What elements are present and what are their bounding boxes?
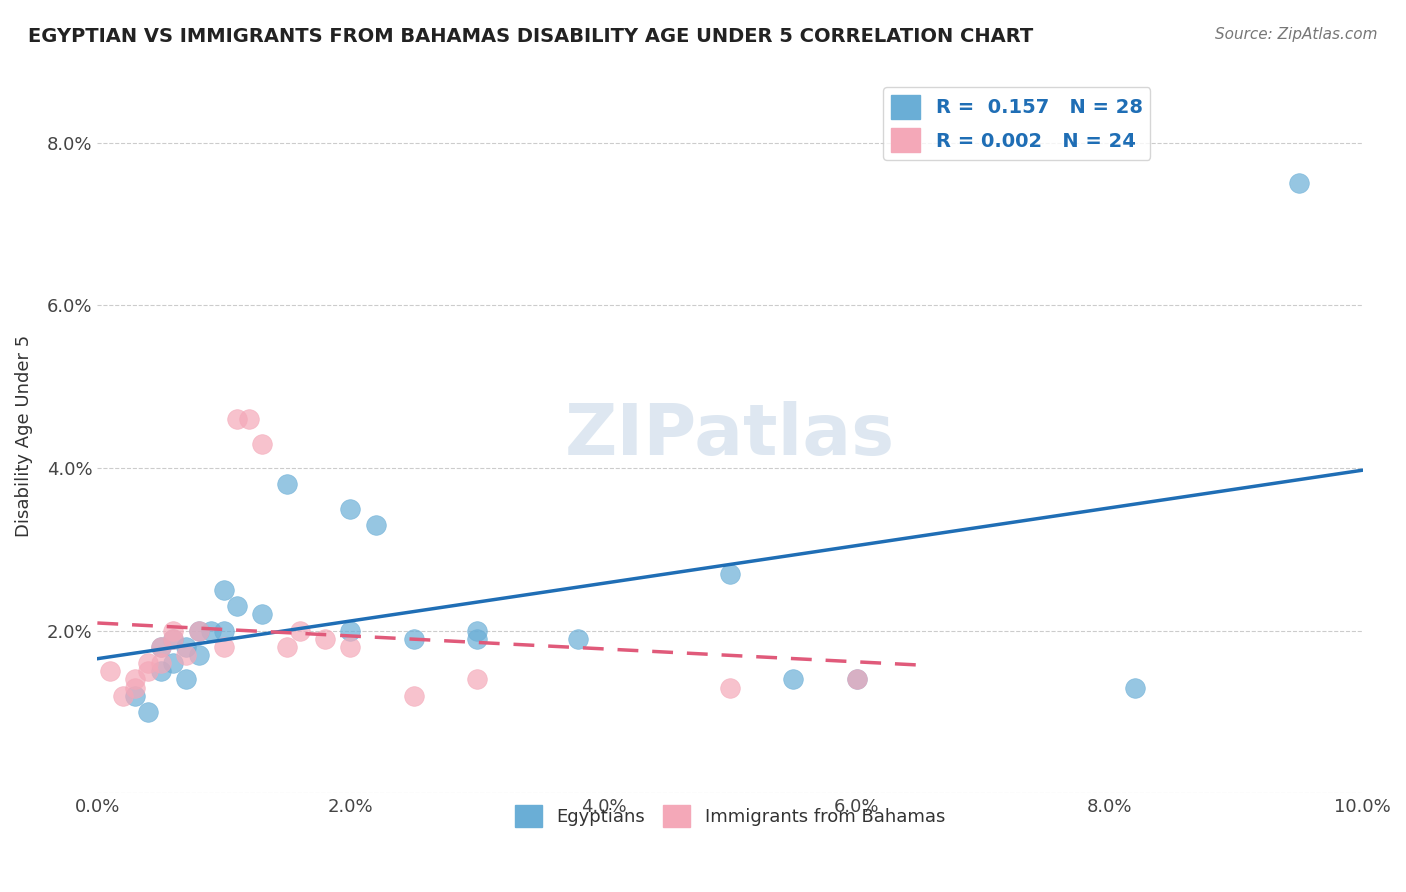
Point <box>465 673 488 687</box>
Point <box>339 624 361 638</box>
Point <box>314 632 336 646</box>
Text: ZIPatlas: ZIPatlas <box>565 401 896 470</box>
Point <box>339 501 361 516</box>
Text: Source: ZipAtlas.com: Source: ZipAtlas.com <box>1215 27 1378 42</box>
Point <box>212 582 235 597</box>
Point <box>111 689 134 703</box>
Point <box>250 607 273 622</box>
Point <box>136 656 159 670</box>
Point <box>845 673 868 687</box>
Point <box>276 640 298 654</box>
Point <box>402 632 425 646</box>
Point <box>200 624 222 638</box>
Point <box>718 566 741 581</box>
Point <box>845 673 868 687</box>
Point <box>288 624 311 638</box>
Point <box>136 705 159 719</box>
Point <box>212 624 235 638</box>
Point <box>718 681 741 695</box>
Point <box>98 665 121 679</box>
Point <box>225 412 247 426</box>
Point <box>162 624 184 638</box>
Point <box>149 665 172 679</box>
Point <box>187 648 209 662</box>
Point <box>402 689 425 703</box>
Text: EGYPTIAN VS IMMIGRANTS FROM BAHAMAS DISABILITY AGE UNDER 5 CORRELATION CHART: EGYPTIAN VS IMMIGRANTS FROM BAHAMAS DISA… <box>28 27 1033 45</box>
Point <box>149 640 172 654</box>
Point <box>567 632 589 646</box>
Point <box>1123 681 1146 695</box>
Point <box>339 640 361 654</box>
Point <box>187 624 209 638</box>
Point <box>162 632 184 646</box>
Point <box>174 673 197 687</box>
Legend: Egyptians, Immigrants from Bahamas: Egyptians, Immigrants from Bahamas <box>508 798 952 834</box>
Point <box>364 517 387 532</box>
Point <box>276 477 298 491</box>
Point <box>225 599 247 614</box>
Point <box>174 640 197 654</box>
Point <box>162 632 184 646</box>
Point <box>187 624 209 638</box>
Point <box>124 681 146 695</box>
Point <box>174 648 197 662</box>
Point <box>465 632 488 646</box>
Point <box>149 656 172 670</box>
Point <box>149 640 172 654</box>
Point <box>238 412 260 426</box>
Point <box>1288 176 1310 190</box>
Point <box>465 624 488 638</box>
Point <box>212 640 235 654</box>
Point <box>782 673 804 687</box>
Point <box>124 689 146 703</box>
Point <box>162 656 184 670</box>
Y-axis label: Disability Age Under 5: Disability Age Under 5 <box>15 334 32 536</box>
Point <box>136 665 159 679</box>
Point <box>124 673 146 687</box>
Point <box>250 436 273 450</box>
